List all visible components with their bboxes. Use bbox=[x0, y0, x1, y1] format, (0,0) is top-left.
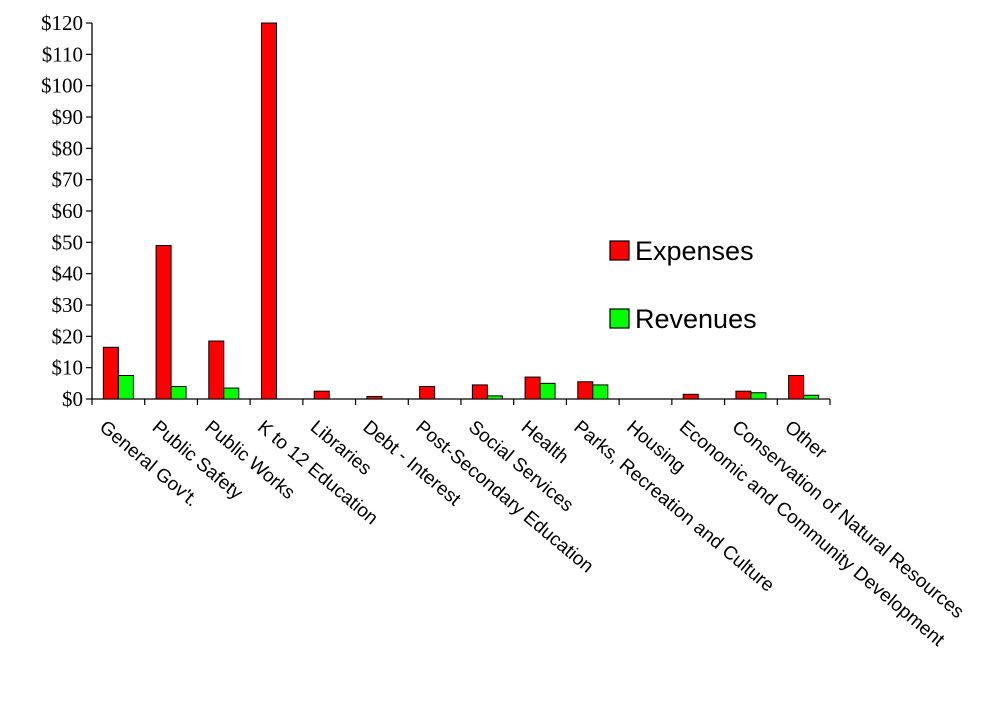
bar-revenues bbox=[486, 395, 503, 400]
bar-expenses bbox=[208, 340, 225, 400]
y-tick-label: $70 bbox=[52, 168, 84, 192]
y-tick-label: $90 bbox=[52, 105, 84, 129]
bar-expenses bbox=[788, 375, 805, 400]
y-tick-label: $50 bbox=[52, 230, 84, 254]
bar-expenses bbox=[102, 346, 119, 400]
legend-swatch-expenses bbox=[609, 240, 630, 261]
y-tick-label: $40 bbox=[52, 262, 84, 286]
y-tick-label: $20 bbox=[52, 324, 84, 348]
y-tick-label: $0 bbox=[62, 387, 83, 411]
bar-expenses bbox=[471, 384, 488, 400]
bar-expenses bbox=[735, 390, 752, 400]
y-axis-ticks: $0 $10 $20 $30 $40 $50 $60 $70 $80 $90 $100 $110 $12… bbox=[41, 11, 92, 411]
bar-expenses bbox=[682, 393, 699, 400]
y-tick-label: $100 bbox=[41, 74, 83, 98]
bar-revenues bbox=[750, 392, 767, 400]
bar-revenues bbox=[170, 385, 187, 400]
bar-revenues bbox=[592, 384, 609, 400]
legend-label-revenues: Revenues bbox=[635, 304, 757, 334]
bar-expenses bbox=[419, 385, 436, 400]
y-tick-label: $30 bbox=[52, 293, 84, 317]
bar-expenses bbox=[577, 381, 594, 400]
legend: Expenses Revenues bbox=[609, 236, 757, 334]
x-tick-label: Public Works bbox=[201, 417, 299, 504]
y-tick-label: $110 bbox=[42, 42, 83, 66]
legend-label-expenses: Expenses bbox=[635, 236, 754, 266]
y-tick-label: $120 bbox=[41, 11, 83, 35]
bar-revenues bbox=[803, 394, 820, 400]
bar-expenses bbox=[261, 22, 277, 400]
bar-expenses bbox=[524, 376, 541, 400]
bars bbox=[102, 22, 820, 400]
bar-revenues bbox=[117, 375, 134, 400]
axes bbox=[91, 23, 831, 405]
bar-expenses bbox=[313, 390, 330, 400]
bar-revenues bbox=[539, 382, 556, 400]
legend-swatch-revenues bbox=[609, 308, 630, 329]
bar-revenues bbox=[223, 387, 240, 400]
bar-expenses bbox=[366, 395, 383, 400]
y-tick-label: $60 bbox=[52, 199, 84, 223]
y-tick-label: $80 bbox=[52, 136, 84, 160]
bar-expenses bbox=[155, 244, 172, 400]
y-tick-label: $10 bbox=[52, 356, 84, 380]
